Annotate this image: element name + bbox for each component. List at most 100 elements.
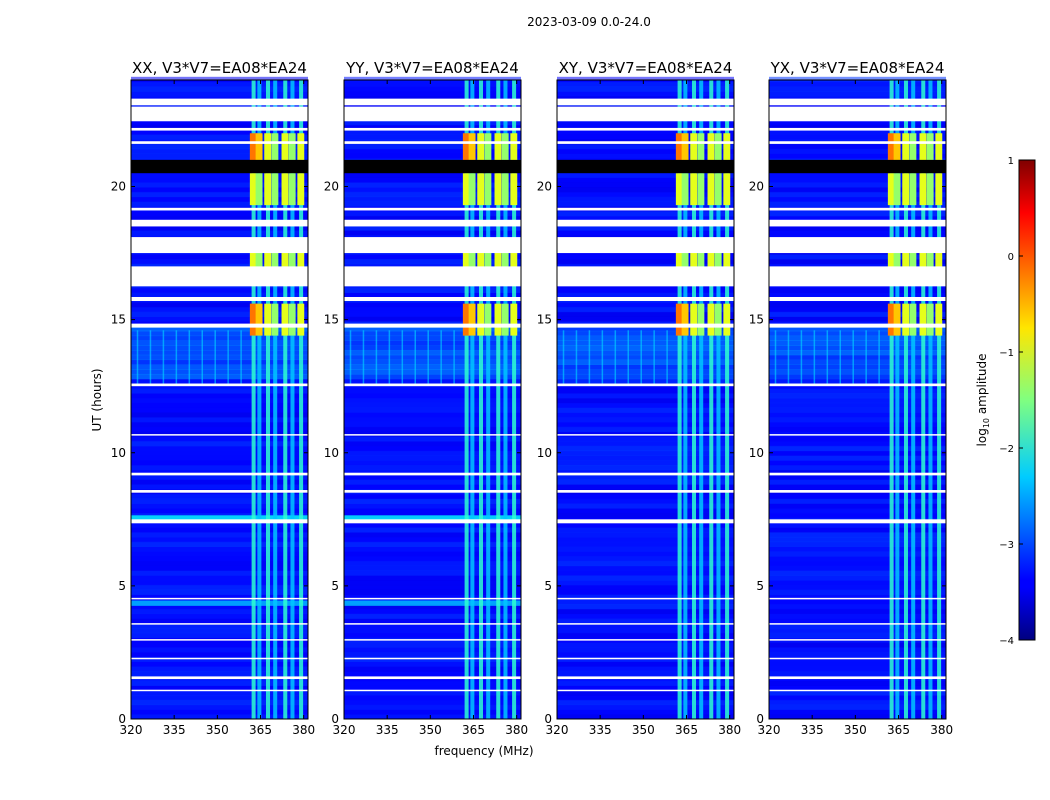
rfi-bright-block [697,173,705,206]
heatmap-row [557,134,734,140]
heatmap-row [769,690,946,696]
heatmap-row [344,349,521,356]
data-gap [131,597,308,600]
heatmap-row [557,455,734,461]
heatmap-row [557,191,734,198]
heatmap-row [344,460,521,466]
rfi-bright-block [255,250,263,270]
heatmap-row [344,441,521,447]
heatmap-row [769,541,946,547]
heatmap-row [557,594,734,600]
colorbar-label: log10 amplitude [975,354,991,447]
heatmap-row [557,464,734,471]
heatmap-row [769,95,946,102]
heatmap-row [557,148,734,154]
heatmap-row [557,287,734,293]
heatmap-row [344,498,521,504]
heatmap-row [769,594,946,600]
heatmap-row [344,81,521,87]
heatmap-row [557,143,734,150]
heatmap-row [344,445,521,452]
heatmap-row [769,699,946,706]
data-gap [344,639,521,641]
data-gap [344,207,521,211]
panel-title: XY, V3*V7=EA08*EA24 [559,59,733,77]
rfi-bright-block [919,250,927,270]
rfi-bright-block [297,173,305,206]
heatmap-row [769,704,946,710]
heatmap-row [769,201,946,207]
data-gap [557,676,734,680]
heatmap-row [131,690,308,696]
heatmap-row [344,450,521,456]
heatmap-row [769,119,946,126]
heatmap-row [131,426,308,432]
heatmap-row [769,479,946,485]
heatmap-row [557,354,734,361]
rfi-bright-block [288,250,296,270]
heatmap-row [557,565,734,571]
x-tick-label: 350 [844,723,867,737]
heatmap-row [344,148,521,154]
heatmap-row [131,627,308,634]
rfi-bright-block [510,303,518,336]
heatmap-row [344,666,521,672]
rfi-spike [149,330,152,384]
rfi-bright-block [714,133,722,163]
heatmap-row [557,335,734,341]
data-gap [131,207,308,211]
heatmap-row [769,493,946,500]
rfi-bright-block [681,173,689,206]
heatmap-row [131,570,308,576]
heatmap-row [344,345,521,351]
data-gap [344,237,521,254]
panel-title: YX, V3*V7=EA08*EA24 [770,59,945,77]
axes-frame [768,79,947,720]
heatmap-row [769,412,946,418]
rfi-bright-block [935,303,943,336]
heatmap-row [769,326,946,332]
rfi-channel [889,80,894,719]
rfi-bright-block [902,173,910,206]
rfi-bright-block [707,303,715,336]
rfi-channel [257,80,262,719]
rfi-bright-block [681,250,689,270]
data-gap [344,676,521,680]
heatmap-row [344,187,521,193]
rfi-bright-block [707,250,715,270]
rfi-channel [251,80,256,719]
rfi-spike [774,330,777,384]
heatmap-row [769,570,946,576]
rfi-bright-block [484,303,492,336]
heatmap-row [769,378,946,385]
heatmap-row [344,258,521,265]
data-gap [344,98,521,106]
rfi-bright-block [501,133,509,163]
heatmap-row [769,532,946,538]
rfi-bright-block [264,303,272,336]
x-tick-label: 380 [505,723,528,737]
heatmap-row [557,498,734,504]
heatmap-row [131,484,308,490]
rfi-spike [614,330,617,384]
heatmap-row [131,613,308,619]
heatmap-row [769,306,946,313]
rfi-bright-block [919,173,927,206]
heatmap-row [344,215,521,222]
rfi-spike [362,330,365,384]
heatmap-row [557,215,734,222]
data-gap [769,141,946,144]
heatmap-row [131,431,308,437]
x-tick-label: 335 [163,723,186,737]
rfi-bright-block [249,250,257,270]
heatmap-row [131,177,308,183]
broadband-rfi-band [131,600,308,606]
heatmap-row [769,666,946,672]
heatmap-row [769,407,946,413]
data-gap [344,266,521,287]
axes-frame [343,79,522,720]
y-tick-label: 20 [111,180,126,194]
data-gap [769,98,946,106]
heatmap-row [131,402,308,408]
rfi-bright-block [264,133,272,163]
